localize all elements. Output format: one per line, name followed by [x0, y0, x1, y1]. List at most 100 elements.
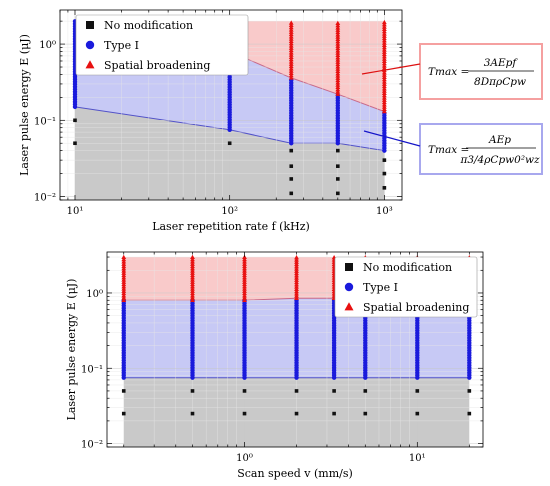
spatial-broadening-point	[288, 75, 294, 80]
spatial-broadening-point	[121, 281, 127, 287]
spatial-broadening-point	[294, 295, 299, 300]
spatial-broadening-point	[288, 31, 294, 37]
spatial-broadening-point	[121, 286, 127, 291]
legend-label: Spatial broadening	[104, 59, 210, 72]
no-modification-point	[289, 148, 294, 153]
red-arrow-icon	[361, 63, 421, 75]
spatial-broadening-point	[288, 47, 294, 53]
y-axis-title: Laser pulse energy E (μJ)	[18, 34, 31, 176]
x-tick-label: 10¹	[409, 453, 426, 464]
no-modification-point	[415, 411, 420, 416]
spatial-broadening-point	[381, 49, 387, 54]
no-modification-point	[332, 411, 336, 416]
no-modification-point	[289, 191, 294, 196]
spatial-broadening-point	[335, 48, 341, 53]
spatial-broadening-point	[381, 70, 387, 75]
no-modification-point	[294, 411, 299, 416]
legend: No modification Type I Spatial broadening	[334, 256, 478, 318]
spatial-broadening-point	[335, 75, 341, 80]
spatial-broadening-point	[335, 91, 341, 96]
spatial-broadening-point	[335, 45, 341, 51]
spatial-broadening-point	[294, 257, 299, 262]
spatial-broadening-point	[190, 284, 195, 289]
spatial-broadening-point	[121, 254, 127, 260]
spatial-broadening-point	[288, 50, 294, 55]
spatial-broadening-point	[190, 268, 195, 273]
spatial-broadening-point	[288, 34, 294, 39]
red-triangle-marker-icon	[85, 60, 95, 69]
spatial-broadening-point	[288, 68, 294, 73]
spatial-broadening-point	[381, 19, 387, 25]
y-tick-label: 10⁰	[86, 289, 103, 300]
y-tick-label: 10⁻²	[34, 193, 56, 204]
spatial-broadening-point	[294, 288, 299, 294]
spatial-broadening-point	[381, 40, 387, 45]
plot-area	[107, 252, 483, 447]
spatial-broadening-point	[121, 288, 127, 293]
formula-annotations: Tmax = 3AEpf 8DπρCpw Tmax = AEp π3/4ρCpw…	[361, 43, 543, 175]
spatial-broadening-point	[381, 24, 387, 29]
spatial-broadening-point	[381, 77, 387, 82]
plot-frame	[59, 9, 403, 201]
legend-label: No modification	[104, 19, 193, 32]
spatial-broadening-point	[381, 102, 387, 107]
spatial-broadening-point	[190, 270, 195, 275]
spatial-broadening-point	[190, 297, 195, 302]
spatial-broadening-point	[381, 22, 387, 27]
spatial-broadening-point	[242, 261, 247, 266]
spatial-broadening-point	[294, 268, 299, 273]
spatial-broadening-point	[335, 89, 341, 94]
legend-box	[334, 256, 478, 318]
legend-label: Type I	[104, 39, 139, 52]
blue-formula-numerator: AEp	[488, 134, 511, 146]
spatial-broadening-point	[288, 70, 294, 76]
spatial-broadening-point	[121, 297, 127, 302]
no-modification-point	[227, 141, 232, 146]
no-modification-point	[121, 411, 126, 416]
spatial-broadening-point	[242, 290, 247, 296]
spatial-broadening-point	[242, 272, 247, 278]
no-modification-point	[242, 389, 247, 393]
spatial-broadening-point	[335, 87, 341, 92]
spatial-broadening-point	[288, 61, 294, 66]
spatial-broadening-point	[335, 52, 341, 58]
spatial-broadening-point	[121, 295, 127, 300]
spatial-broadening-point	[335, 55, 341, 60]
spatial-broadening-point	[294, 264, 299, 269]
spatial-broadening-point	[190, 279, 195, 284]
no-modification-point	[332, 389, 336, 393]
spatial-broadening-point	[242, 259, 247, 264]
y-tick-label: 10⁻²	[81, 440, 103, 451]
spatial-broadening-point	[288, 63, 294, 69]
spatial-broadening-point	[121, 266, 127, 271]
blue-circle-marker-icon	[344, 282, 354, 292]
blue-formula-denominator: π3/4ρCpw0²wz	[459, 154, 540, 166]
spatial-broadening-point	[190, 277, 195, 282]
spatial-broadening-point	[190, 293, 195, 298]
spatial-broadening-point	[335, 61, 341, 67]
spatial-broadening-point	[190, 263, 195, 269]
red-formula-lhs: Tmax =	[428, 66, 469, 78]
spatial-broadening-point	[335, 41, 341, 46]
spatial-broadening-point	[190, 272, 195, 278]
no-modification-point	[382, 186, 387, 190]
spatial-broadening-point	[242, 286, 247, 291]
spatial-broadening-point	[294, 279, 299, 285]
spatial-broadening-point	[288, 24, 294, 30]
plot-frame	[106, 251, 484, 448]
black-square-marker-icon	[86, 21, 94, 29]
spatial-broadening-point	[381, 83, 387, 89]
spatial-broadening-point	[121, 284, 127, 289]
no-modification-point	[467, 389, 472, 393]
spatial-broadening-point	[381, 72, 387, 77]
legend: No modification Type I Spatial broadening	[75, 14, 249, 76]
spatial-broadening-point	[381, 86, 387, 91]
spatial-broadening-point	[190, 254, 195, 260]
spatial-broadening-point	[242, 288, 247, 293]
spatial-broadening-point	[335, 66, 341, 71]
spatial-broadening-point	[381, 26, 387, 31]
spatial-broadening-point	[381, 79, 387, 84]
spatial-broadening-point	[335, 57, 341, 62]
blue-formula-lhs: Tmax =	[428, 144, 469, 156]
spatial-broadening-point	[381, 104, 387, 109]
